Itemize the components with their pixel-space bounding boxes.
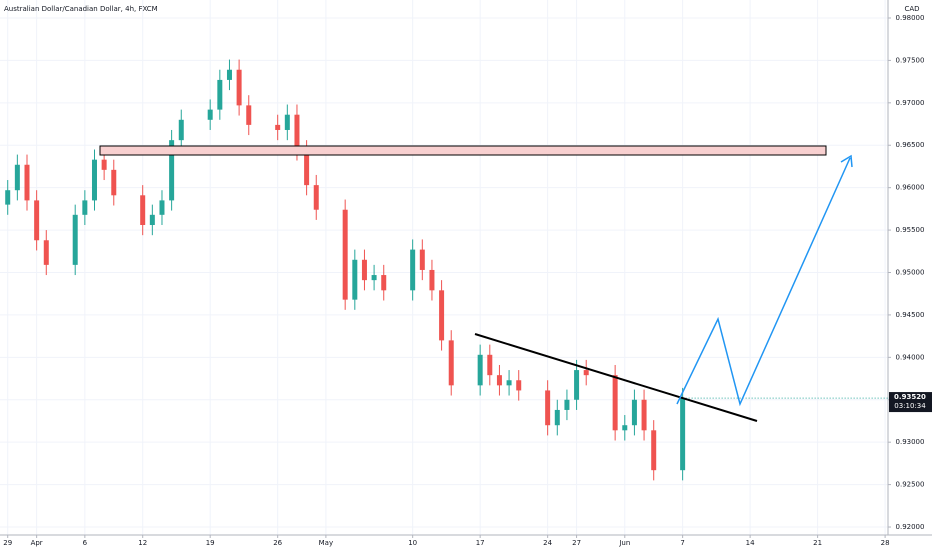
x-tick-label: 6 bbox=[83, 539, 88, 547]
candle-body bbox=[574, 370, 580, 400]
candle-body bbox=[410, 249, 416, 291]
candle-body bbox=[82, 200, 88, 215]
candle-body bbox=[34, 200, 40, 241]
candle-body bbox=[641, 399, 647, 431]
candle-body bbox=[72, 214, 78, 265]
candle-body bbox=[313, 185, 319, 210]
candle-body bbox=[14, 164, 20, 191]
candle-body bbox=[294, 114, 300, 151]
candle-body bbox=[429, 269, 435, 291]
candle-body bbox=[207, 109, 213, 120]
y-tick-label: 0.95500 bbox=[896, 226, 925, 234]
candle-body bbox=[178, 119, 184, 141]
x-tick-label: 26 bbox=[273, 539, 282, 547]
x-tick-label: 27 bbox=[572, 539, 581, 547]
y-tick-label: 0.93000 bbox=[896, 438, 925, 446]
candle-body bbox=[226, 69, 232, 80]
x-tick-label: 14 bbox=[746, 539, 755, 547]
last-price-box bbox=[889, 392, 932, 413]
candle-body bbox=[419, 249, 425, 270]
x-tick-label: Apr bbox=[31, 539, 43, 547]
axes: 0.920000.925000.930000.935000.940000.945… bbox=[3, 14, 932, 547]
candle-body bbox=[564, 399, 570, 410]
candle-body bbox=[304, 150, 310, 186]
y-tick-label: 0.94000 bbox=[896, 353, 925, 361]
candle-body bbox=[680, 398, 686, 471]
y-tick-label: 0.92000 bbox=[896, 523, 925, 531]
candle-body bbox=[477, 354, 483, 386]
candle-body bbox=[101, 159, 107, 170]
currency-label: CAD bbox=[904, 5, 919, 13]
candle-body bbox=[381, 275, 387, 291]
x-tick-label: May bbox=[319, 539, 333, 547]
x-tick-label: 19 bbox=[206, 539, 215, 547]
y-tick-label: 0.97000 bbox=[896, 99, 925, 107]
candle-body bbox=[448, 340, 454, 386]
x-tick-label: 29 bbox=[3, 539, 12, 547]
candle-body bbox=[487, 354, 493, 376]
chart-title: Australian Dollar/Canadian Dollar, 4h, F… bbox=[4, 5, 158, 13]
candle-body bbox=[91, 159, 97, 201]
plot bbox=[5, 59, 888, 481]
x-tick-label: 12 bbox=[138, 539, 147, 547]
candle-body bbox=[217, 79, 223, 110]
y-tick-label: 0.92500 bbox=[896, 481, 925, 489]
candle-body bbox=[612, 375, 618, 431]
x-tick-label: 21 bbox=[813, 539, 822, 547]
resistance-zone bbox=[99, 145, 827, 156]
candle-body bbox=[352, 259, 358, 300]
last-price-label: 0.93520 bbox=[894, 393, 926, 401]
candle-body bbox=[159, 200, 165, 215]
x-tick-label: 10 bbox=[408, 539, 417, 547]
candle-body bbox=[246, 105, 252, 125]
candle-body bbox=[169, 140, 175, 201]
y-tick-label: 0.95000 bbox=[896, 269, 925, 277]
candle-body bbox=[111, 169, 117, 196]
candle-body bbox=[496, 375, 502, 386]
projection-path bbox=[676, 157, 851, 407]
candle-body bbox=[622, 425, 628, 431]
y-tick-label: 0.98000 bbox=[896, 14, 925, 22]
candle-body bbox=[236, 69, 242, 106]
candle-body bbox=[140, 195, 146, 225]
countdown-label: 03:10:34 bbox=[894, 402, 926, 410]
candle-body bbox=[275, 124, 281, 130]
candle-body bbox=[361, 259, 367, 281]
candle-body bbox=[5, 190, 11, 205]
trend-line bbox=[474, 333, 758, 422]
y-tick-label: 0.96000 bbox=[896, 184, 925, 192]
x-tick-label: Jun bbox=[618, 539, 630, 547]
candle-body bbox=[554, 409, 560, 426]
candle-body bbox=[284, 114, 290, 130]
candle-body bbox=[24, 164, 30, 201]
candle-body bbox=[43, 240, 49, 265]
projection-arrowhead bbox=[840, 154, 853, 168]
y-tick-label: 0.94500 bbox=[896, 311, 925, 319]
candle-body bbox=[506, 380, 512, 386]
candle-body bbox=[439, 290, 445, 341]
y-tick-label: 0.96500 bbox=[896, 141, 925, 149]
x-tick-label: 24 bbox=[543, 539, 552, 547]
grid bbox=[0, 0, 888, 535]
x-tick-label: 17 bbox=[476, 539, 485, 547]
candle-body bbox=[545, 390, 551, 426]
candle-body bbox=[342, 209, 348, 300]
x-tick-label: 28 bbox=[881, 539, 890, 547]
candle-body bbox=[651, 430, 657, 471]
candle-body bbox=[371, 275, 377, 281]
candle-body bbox=[631, 399, 637, 426]
x-tick-label: 7 bbox=[680, 539, 684, 547]
candle-body bbox=[149, 214, 155, 225]
candle-body bbox=[516, 380, 522, 391]
candle-body bbox=[583, 370, 589, 376]
y-tick-label: 0.97500 bbox=[896, 56, 925, 64]
